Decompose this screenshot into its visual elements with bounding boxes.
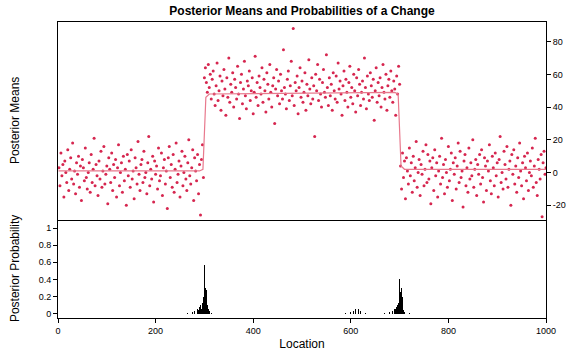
- svg-text:80: 80: [553, 37, 563, 47]
- svg-text:Location: Location: [279, 337, 324, 351]
- svg-text:200: 200: [148, 326, 163, 336]
- svg-text:600: 600: [343, 326, 358, 336]
- svg-text:20: 20: [553, 135, 563, 145]
- svg-text:Posterior Means and Probabilit: Posterior Means and Probabilities of a C…: [169, 4, 435, 18]
- svg-text:0.6: 0.6: [39, 257, 52, 267]
- svg-text:Posterior Probability: Posterior Probability: [8, 215, 22, 322]
- svg-text:0: 0: [55, 326, 60, 336]
- svg-text:0.4: 0.4: [39, 275, 52, 285]
- svg-text:0: 0: [46, 309, 51, 319]
- svg-text:1: 1: [46, 223, 51, 233]
- svg-text:60: 60: [553, 70, 563, 80]
- svg-text:1000: 1000: [536, 326, 556, 336]
- svg-text:800: 800: [441, 326, 456, 336]
- svg-text:-20: -20: [553, 200, 566, 210]
- svg-text:0: 0: [553, 168, 558, 178]
- svg-text:40: 40: [553, 102, 563, 112]
- svg-text:0.8: 0.8: [39, 240, 52, 250]
- svg-text:Posterior Means: Posterior Means: [8, 77, 22, 164]
- svg-text:0.2: 0.2: [39, 292, 52, 302]
- svg-text:400: 400: [246, 326, 261, 336]
